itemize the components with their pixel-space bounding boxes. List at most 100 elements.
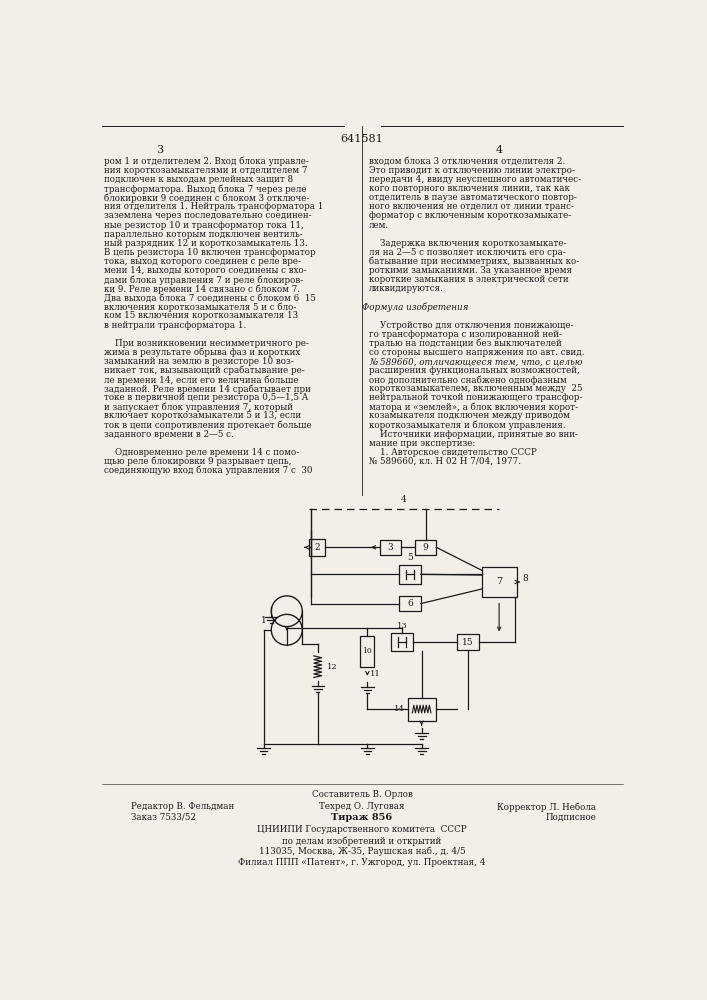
Text: и запускает блок управления 7, который: и запускает блок управления 7, который	[104, 402, 293, 412]
Text: Это приводит к отключению линии электро-: Это приводит к отключению линии электро-	[369, 166, 575, 175]
Bar	[309, 539, 325, 556]
Text: Подписное: Подписное	[545, 813, 596, 822]
Text: 113035, Москва, Ж-35, Раушская наб., д. 4/5: 113035, Москва, Ж-35, Раушская наб., д. …	[259, 847, 465, 856]
Bar	[457, 634, 479, 650]
Bar	[361, 636, 374, 667]
Text: в нейтрали трансформатора 1.: в нейтрали трансформатора 1.	[104, 321, 246, 330]
Text: ЦНИИПИ Государственного комитета  СССР: ЦНИИПИ Государственного комитета СССР	[257, 825, 467, 834]
Text: 10: 10	[363, 647, 373, 655]
Text: 4: 4	[496, 145, 503, 155]
Text: матора и «землей», а блок включения корот-: матора и «землей», а блок включения коро…	[369, 402, 578, 412]
Text: блокировки 9 соединен с блоком 3 отключе-: блокировки 9 соединен с блоком 3 отключе…	[104, 193, 309, 203]
Text: никает ток, вызывающий срабатывание ре-: никает ток, вызывающий срабатывание ре-	[104, 366, 305, 375]
Text: роткими замыканиями. За указанное время: роткими замыканиями. За указанное время	[369, 266, 572, 275]
Text: 4: 4	[401, 495, 407, 504]
Text: кого повторного включения линии, так как: кого повторного включения линии, так как	[369, 184, 570, 193]
Text: лем.: лем.	[369, 221, 389, 230]
Text: 1. Авторское свидетельство СССР: 1. Авторское свидетельство СССР	[369, 448, 537, 457]
Text: ные резистор 10 и трансформатор тока 11,: ные резистор 10 и трансформатор тока 11,	[104, 221, 304, 230]
Text: 7: 7	[496, 578, 502, 586]
Text: Тираж 856: Тираж 856	[332, 813, 392, 822]
Text: Источники информации, принятые во вни-: Источники информации, принятые во вни-	[369, 430, 578, 439]
Text: 12: 12	[327, 663, 338, 671]
Text: В цепь резистора 10 включен трансформатор: В цепь резистора 10 включен трансформато…	[104, 248, 315, 257]
Text: мени 14, выходы которого соединены с вхо-: мени 14, выходы которого соединены с вхо…	[104, 266, 307, 275]
Text: ром 1 и отделителем 2. Вход блока управле-: ром 1 и отделителем 2. Вход блока управл…	[104, 157, 309, 166]
Text: передачи 4, ввиду неуспешного автоматичес-: передачи 4, ввиду неуспешного автоматиче…	[369, 175, 581, 184]
Text: ле времени 14, если его величина больше: ле времени 14, если его величина больше	[104, 375, 298, 385]
Text: трансформатора. Выход блока 7 через реле: трансформатора. Выход блока 7 через реле	[104, 184, 306, 194]
Text: отделитель в паузе автоматического повтор-: отделитель в паузе автоматического повто…	[369, 193, 577, 202]
Text: заданного времени в 2—5 с.: заданного времени в 2—5 с.	[104, 430, 233, 439]
Text: 2: 2	[314, 543, 320, 552]
Text: 11: 11	[370, 670, 380, 678]
Text: Задержка включения короткозамыкате-: Задержка включения короткозамыкате-	[369, 239, 566, 248]
Text: мание при экспертизе:: мание при экспертизе:	[369, 439, 475, 448]
Text: батывание при несимметриях, вызванных ко-: батывание при несимметриях, вызванных ко…	[369, 257, 579, 266]
Text: соединяющую вход блока управления 7 с  30: соединяющую вход блока управления 7 с 30	[104, 466, 312, 475]
Text: короткозамыкателя и блоком управления.: короткозамыкателя и блоком управления.	[369, 420, 566, 430]
Bar	[399, 565, 421, 584]
Text: № 589660, отличающееся тем, что, с целью: № 589660, отличающееся тем, что, с целью	[369, 357, 583, 366]
Text: Корректор Л. Небола: Корректор Л. Небола	[497, 802, 596, 812]
Text: 9: 9	[423, 543, 428, 552]
Text: форматор с включенным короткозамыкате-: форматор с включенным короткозамыкате-	[369, 211, 571, 220]
Text: подключен к выходам релейных защит 8: подключен к выходам релейных защит 8	[104, 175, 293, 184]
Text: Устройство для отключения понижающе-: Устройство для отключения понижающе-	[369, 321, 573, 330]
Text: ля на 2—5 с позволяет исключить его сра-: ля на 2—5 с позволяет исключить его сра-	[369, 248, 566, 257]
Text: 8: 8	[522, 574, 528, 583]
Text: 641581: 641581	[341, 134, 383, 144]
Bar	[380, 540, 402, 555]
Text: заземлена через последовательно соединен-: заземлена через последовательно соединен…	[104, 211, 312, 220]
Text: дами блока управления 7 и реле блокиров-: дами блока управления 7 и реле блокиров-	[104, 275, 303, 285]
Text: 1: 1	[261, 616, 267, 625]
Text: ный разрядник 12 и короткозамыкатель 13.: ный разрядник 12 и короткозамыкатель 13.	[104, 239, 308, 248]
Text: короткие замыкания в электрической сети: короткие замыкания в электрической сети	[369, 275, 568, 284]
Text: 14: 14	[394, 705, 404, 713]
Text: параллельно которым подключен вентиль-: параллельно которым подключен вентиль-	[104, 230, 303, 239]
Text: Заказ 7533/52: Заказ 7533/52	[131, 813, 196, 822]
Text: При возникновении несимметричного ре-: При возникновении несимметричного ре-	[104, 339, 309, 348]
Text: ликвидируются.: ликвидируются.	[369, 284, 444, 293]
Text: жима в результате обрыва фаз и коротких: жима в результате обрыва фаз и коротких	[104, 348, 300, 357]
Text: нейтральной точкой понижающего трансфор-: нейтральной точкой понижающего трансфор-	[369, 393, 583, 402]
Text: оно дополнительно снабжено однофазным: оно дополнительно снабжено однофазным	[369, 375, 567, 385]
Text: Формула изобретения: Формула изобретения	[362, 302, 469, 312]
Bar	[414, 540, 436, 555]
Text: Одновременно реле времени 14 с помо-: Одновременно реле времени 14 с помо-	[104, 448, 299, 457]
Text: 13: 13	[397, 622, 408, 630]
Bar	[481, 567, 517, 597]
Bar	[392, 633, 413, 651]
Text: ния короткозамыкателями и отделителем 7: ния короткозамыкателями и отделителем 7	[104, 166, 308, 175]
Text: со стороны высшего напряжения по авт. свид.: со стороны высшего напряжения по авт. св…	[369, 348, 585, 357]
Text: Редактор В. Фельдман: Редактор В. Фельдман	[131, 802, 234, 811]
Text: ки 9. Реле времени 14 связано с блоком 7.: ки 9. Реле времени 14 связано с блоком 7…	[104, 284, 300, 294]
Text: ток в цепи сопротивления протекает больше: ток в цепи сопротивления протекает больш…	[104, 420, 312, 430]
Text: Составитель В. Орлов: Составитель В. Орлов	[312, 790, 412, 799]
Text: тока, выход которого соединен с реле вре-: тока, выход которого соединен с реле вре…	[104, 257, 301, 266]
Text: козамыкателя подключен между приводом: козамыкателя подключен между приводом	[369, 411, 570, 420]
Text: Техред О. Луговая: Техред О. Луговая	[319, 802, 404, 811]
Text: 6: 6	[407, 599, 413, 608]
Text: по делам изобретений и открытий: по делам изобретений и открытий	[282, 836, 442, 846]
Text: короткозамыкателем, включенным между  25: короткозамыкателем, включенным между 25	[369, 384, 583, 393]
Text: № 589660, кл. Н 02 Н 7/04, 1977.: № 589660, кл. Н 02 Н 7/04, 1977.	[369, 457, 521, 466]
Text: Филиал ППП «Патент», г. Ужгород, ул. Проектная, 4: Филиал ППП «Патент», г. Ужгород, ул. Про…	[238, 858, 486, 867]
Text: входом блока 3 отключения отделителя 2.: входом блока 3 отключения отделителя 2.	[369, 157, 565, 166]
Text: тралью на подстанции без выключателей: тралью на подстанции без выключателей	[369, 339, 561, 348]
Text: 5: 5	[407, 553, 413, 562]
Text: расширения функциональных возможностей,: расширения функциональных возможностей,	[369, 366, 580, 375]
Text: ния отделителя 1. Нейтраль трансформатора 1: ния отделителя 1. Нейтраль трансформатор…	[104, 202, 323, 211]
Text: замыканий на землю в резисторе 10 воз-: замыканий на землю в резисторе 10 воз-	[104, 357, 293, 366]
Text: ного включения не отделил от линии транс-: ного включения не отделил от линии транс…	[369, 202, 574, 211]
Text: го трансформатора с изолированной ней-: го трансформатора с изолированной ней-	[369, 330, 562, 339]
Text: включает короткозамыкатели 5 и 13, если: включает короткозамыкатели 5 и 13, если	[104, 411, 301, 420]
Text: включения короткозамыкателя 5 и с бло-: включения короткозамыкателя 5 и с бло-	[104, 302, 296, 312]
Text: 3: 3	[156, 145, 163, 155]
Text: щью реле блокировки 9 разрывает цепь,: щью реле блокировки 9 разрывает цепь,	[104, 457, 291, 466]
Text: 3: 3	[388, 543, 393, 552]
Text: 15: 15	[462, 638, 474, 647]
Bar	[408, 698, 436, 721]
Text: Два выхода блока 7 соединены с блоком 6  15: Два выхода блока 7 соединены с блоком 6 …	[104, 293, 316, 302]
Text: ком 15 включения короткозамыкателя 13: ком 15 включения короткозамыкателя 13	[104, 311, 298, 320]
